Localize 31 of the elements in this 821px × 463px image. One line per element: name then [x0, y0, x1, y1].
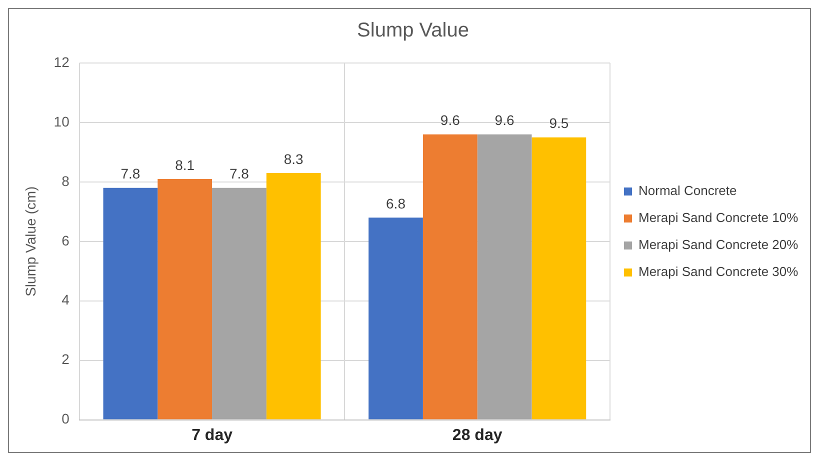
legend-label: Normal Concrete [638, 183, 737, 198]
legend-label: Merapi Sand Concrete 10% [638, 210, 799, 226]
y-tick-label: 2 [62, 351, 70, 368]
data-label: 9.6 [440, 112, 460, 128]
data-label: 8.3 [284, 150, 304, 167]
bar [212, 188, 266, 420]
legend-label: Merapi Sand Concrete 20% [638, 237, 799, 252]
y-tick-label: 6 [62, 232, 70, 248]
data-label: 9.6 [494, 112, 514, 128]
bar [422, 134, 478, 420]
y-tick-label: 0 [62, 410, 70, 427]
bar [103, 188, 158, 420]
data-label: 8.1 [175, 156, 195, 173]
bar [266, 173, 321, 420]
x-tick-label: 28 day [452, 426, 502, 444]
bar [477, 134, 532, 420]
bar [158, 178, 212, 420]
data-label: 6.8 [386, 195, 406, 212]
data-label: 7.8 [229, 166, 250, 182]
y-tick-label: 10 [54, 113, 70, 130]
y-tick-label: 4 [62, 292, 70, 308]
bar [532, 137, 586, 420]
y-tick-label: 12 [54, 54, 70, 70]
chart-title: Slump Value [357, 20, 469, 42]
data-label: 9.5 [549, 115, 569, 132]
data-label: 7.8 [120, 166, 140, 182]
y-axis-title: Slump Value (cm) [22, 186, 38, 297]
y-tick-label: 8 [62, 172, 70, 189]
x-tick-label: 7 day [192, 426, 233, 444]
bar [368, 218, 423, 420]
legend-label: Merapi Sand Concrete 30% [638, 264, 799, 280]
